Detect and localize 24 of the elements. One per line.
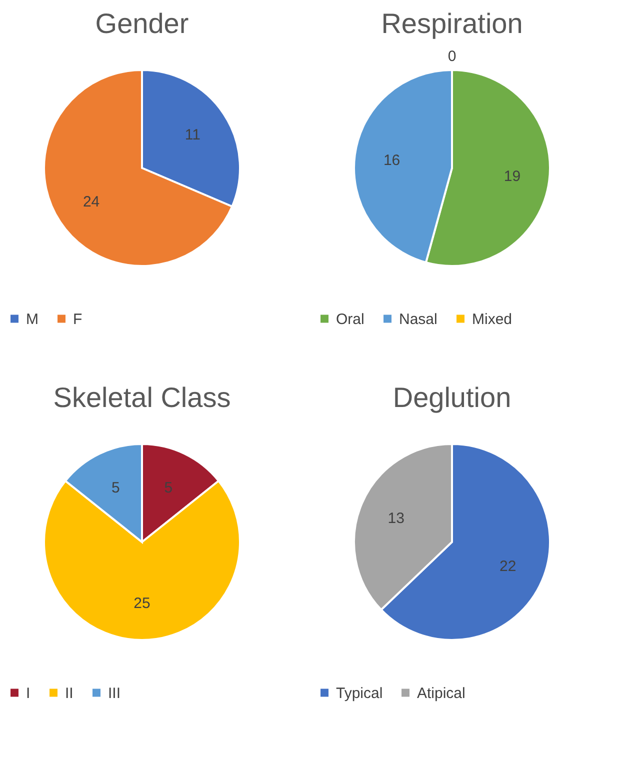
- chart-title: Gender: [95, 8, 189, 39]
- legend-label: III: [108, 684, 121, 702]
- legend-label: Atipical: [417, 684, 466, 702]
- data-label: 24: [82, 193, 100, 210]
- data-label: 19: [504, 168, 521, 186]
- legend-label: F: [73, 310, 82, 328]
- legend-label: Nasal: [399, 310, 438, 328]
- chart-title: Respiration: [381, 8, 523, 39]
- data-label: 11: [184, 126, 200, 144]
- data-label: 5: [111, 479, 120, 496]
- legend-label: Oral: [336, 310, 364, 328]
- chart-title: Deglution: [392, 382, 512, 413]
- legend-label: Typical: [336, 684, 383, 702]
- data-label: 22: [500, 558, 516, 575]
- data-label: 16: [383, 152, 400, 169]
- legend-label: M: [26, 310, 38, 328]
- legend-label: II: [65, 684, 74, 702]
- legend-label: Mixed: [472, 310, 512, 328]
- data-label: 13: [388, 510, 404, 528]
- data-label: 5: [164, 479, 173, 496]
- data-label: 25: [134, 594, 150, 612]
- legend-label: I: [26, 684, 30, 702]
- text: 0: [448, 48, 456, 65]
- chart-title: Skeletal Class: [53, 382, 231, 413]
